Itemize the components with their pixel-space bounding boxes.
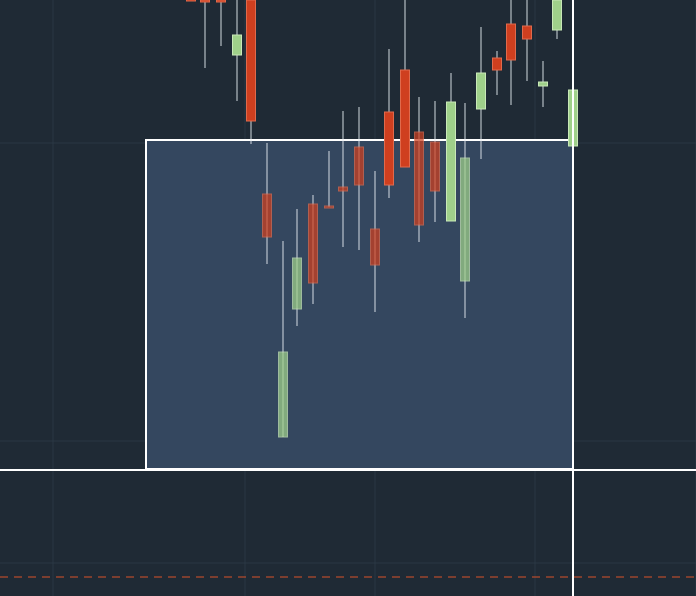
candle-body-10[interactable] bbox=[338, 186, 348, 192]
candle-body-14[interactable] bbox=[400, 69, 410, 168]
candle-body-19[interactable] bbox=[476, 72, 486, 110]
candle-body-3[interactable] bbox=[232, 34, 242, 56]
candle-body-13[interactable] bbox=[384, 111, 394, 186]
candle-body-9[interactable] bbox=[324, 205, 334, 209]
candle-body-2[interactable] bbox=[216, 0, 226, 3]
candle-body-20[interactable] bbox=[492, 57, 502, 71]
candle-body-17[interactable] bbox=[446, 101, 456, 222]
candle-body-23[interactable] bbox=[538, 81, 548, 87]
candle-body-11[interactable] bbox=[354, 146, 364, 186]
candle-body-16[interactable] bbox=[430, 141, 440, 192]
candle-body-5[interactable] bbox=[262, 193, 272, 238]
candle-body-21[interactable] bbox=[506, 23, 516, 61]
candle-body-15[interactable] bbox=[414, 131, 424, 226]
candle-body-1[interactable] bbox=[200, 0, 210, 3]
candle-body-22[interactable] bbox=[522, 25, 532, 40]
candle-body-4[interactable] bbox=[246, 0, 256, 122]
candle-body-8[interactable] bbox=[308, 203, 318, 284]
candle-body-7[interactable] bbox=[292, 257, 302, 310]
candle-body-24[interactable] bbox=[552, 0, 562, 31]
candle-body-18[interactable] bbox=[460, 157, 470, 282]
candle-body-12[interactable] bbox=[370, 228, 380, 266]
candle-body-0[interactable] bbox=[186, 0, 196, 2]
candle-body-6[interactable] bbox=[278, 351, 288, 438]
